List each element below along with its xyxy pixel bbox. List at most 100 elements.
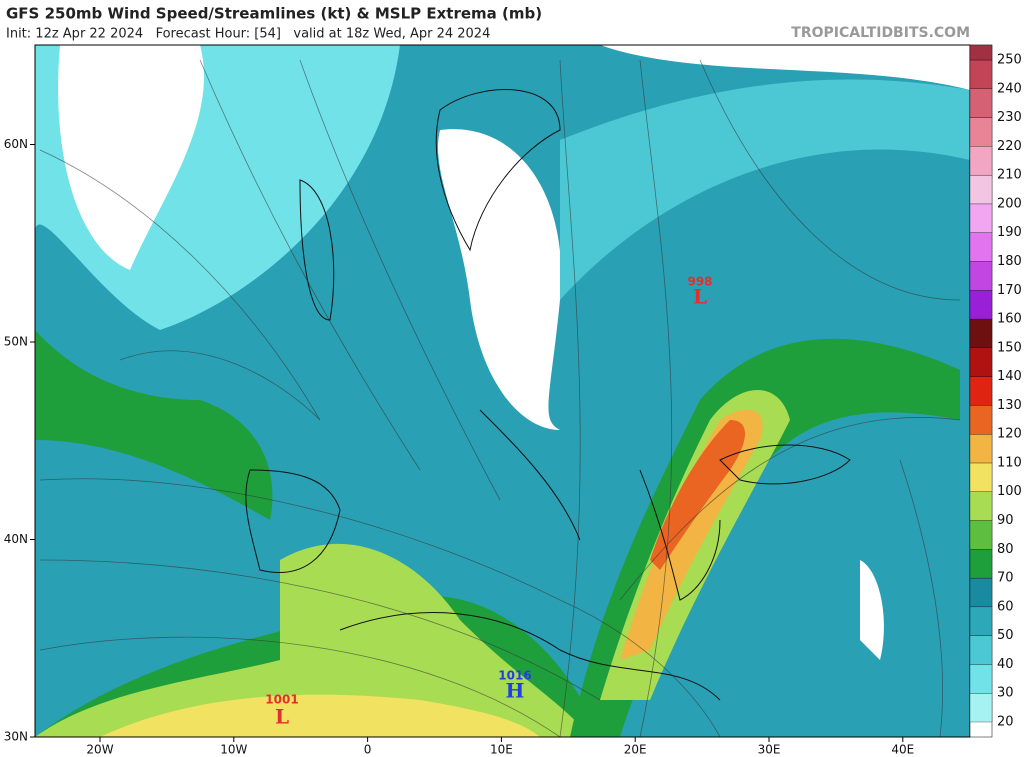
colorbar-label: 30 bbox=[997, 686, 1014, 701]
streamline bbox=[619, 417, 961, 601]
colorbar-label: 20 bbox=[997, 715, 1014, 730]
colorbar-label: 40 bbox=[997, 657, 1014, 672]
pressure-symbol: H bbox=[506, 679, 525, 703]
colorbar-label: 60 bbox=[997, 599, 1014, 614]
colorbar-bin bbox=[969, 44, 993, 61]
colorbar-label: 110 bbox=[997, 455, 1022, 470]
pressure-value: 1016 bbox=[498, 669, 531, 683]
jet bbox=[35, 330, 273, 520]
calm bbox=[860, 560, 884, 660]
colorbar-label: 200 bbox=[997, 196, 1022, 211]
streamline bbox=[199, 59, 421, 471]
map bbox=[35, 45, 970, 737]
streamline bbox=[39, 478, 721, 737]
scandinavia bbox=[435, 89, 561, 252]
colorbar-bin bbox=[969, 88, 993, 118]
colorbar-bin bbox=[969, 232, 993, 262]
colorbar-bin bbox=[969, 405, 993, 435]
calm bbox=[437, 129, 562, 431]
colorbar-label: 80 bbox=[997, 542, 1014, 557]
colorbar-bin bbox=[969, 462, 993, 492]
site: TROPICALTIDBITS.COM bbox=[791, 25, 970, 41]
jet-core bbox=[650, 420, 745, 570]
colorbar-label: 240 bbox=[997, 81, 1022, 96]
colorbar-bin bbox=[969, 664, 993, 694]
streamline bbox=[899, 459, 944, 737]
colorbar-label: 90 bbox=[997, 513, 1014, 528]
lon-label: 10W bbox=[220, 743, 247, 757]
lat-label: 60N bbox=[4, 137, 28, 151]
lat-label: 50N bbox=[4, 335, 28, 349]
colorbar-bin bbox=[969, 174, 993, 205]
streamline bbox=[299, 59, 501, 501]
colorbar-bin bbox=[969, 606, 993, 636]
colorbar-label: 70 bbox=[997, 571, 1014, 586]
lat-label: 30N bbox=[4, 730, 28, 744]
pressure-symbol: L bbox=[693, 285, 707, 309]
colorbar-bin bbox=[969, 577, 993, 608]
colorbar-label: 210 bbox=[997, 168, 1022, 183]
colorbar-bin bbox=[969, 290, 993, 320]
colorbar-bin bbox=[969, 203, 993, 233]
colorbar-bin bbox=[969, 59, 993, 89]
colorbar-bin bbox=[969, 376, 993, 406]
colorbar-bin bbox=[969, 520, 993, 550]
lon-label: 10E bbox=[490, 743, 513, 757]
balkans bbox=[639, 469, 721, 601]
lon-label: 0 bbox=[364, 743, 372, 757]
lon-label: 30E bbox=[758, 743, 781, 757]
italy bbox=[479, 409, 581, 541]
streamlines bbox=[39, 59, 961, 737]
streamline bbox=[39, 559, 601, 701]
streamline bbox=[639, 59, 673, 737]
pressure-symbol: L bbox=[275, 705, 289, 729]
streamline bbox=[39, 149, 321, 421]
streamline bbox=[39, 636, 561, 737]
colorbar-label: 180 bbox=[997, 254, 1022, 269]
colorbar-bin bbox=[969, 117, 993, 147]
colorbar-label: 100 bbox=[997, 484, 1022, 499]
north-africa bbox=[339, 612, 721, 701]
streamline bbox=[699, 59, 961, 301]
colorbar-bin bbox=[969, 261, 993, 291]
wind-light bbox=[560, 79, 970, 300]
lon-label: 40E bbox=[891, 743, 914, 757]
colorbar-label: 230 bbox=[997, 110, 1022, 125]
jet bbox=[35, 543, 590, 737]
colorbar-bin bbox=[969, 549, 993, 579]
colorbar-label: 130 bbox=[997, 398, 1022, 413]
colorbar-label: 120 bbox=[997, 427, 1022, 442]
calm bbox=[600, 45, 970, 90]
black-sea bbox=[719, 444, 851, 485]
colorbar-bin bbox=[969, 635, 993, 665]
lon-label: 20E bbox=[624, 743, 647, 757]
colorbar-label: 220 bbox=[997, 139, 1022, 154]
colorbar-label: 170 bbox=[997, 283, 1022, 298]
streamline bbox=[119, 350, 321, 421]
pressure-value: 1001 bbox=[265, 693, 298, 707]
iberia bbox=[245, 469, 341, 573]
britain bbox=[299, 179, 335, 321]
colorbar-label: 190 bbox=[997, 225, 1022, 240]
colorbar-label: 160 bbox=[997, 312, 1022, 327]
colorbar-bin bbox=[969, 693, 993, 723]
colorbar-bin bbox=[969, 146, 993, 176]
colorbar-bin bbox=[969, 318, 993, 348]
subtitle: Init: 12z Apr 22 2024 Forecast Hour: [54… bbox=[6, 27, 490, 42]
colorbar-bin bbox=[969, 347, 993, 377]
colorbar-label: 50 bbox=[997, 628, 1014, 643]
coastlines bbox=[245, 89, 851, 701]
colorbar-label: 150 bbox=[997, 340, 1022, 355]
colorbar-bin bbox=[969, 491, 993, 521]
jet bbox=[100, 694, 540, 737]
colorbar-label: 250 bbox=[997, 53, 1022, 68]
colorbar-bin bbox=[969, 434, 993, 464]
streamline bbox=[559, 59, 581, 737]
pressure-value: 998 bbox=[687, 275, 712, 289]
colorbar-label: 140 bbox=[997, 369, 1022, 384]
lon-label: 20W bbox=[86, 743, 113, 757]
lat-label: 40N bbox=[4, 532, 28, 546]
calm bbox=[58, 45, 204, 270]
title: GFS 250mb Wind Speed/Streamlines (kt) & … bbox=[6, 5, 542, 23]
